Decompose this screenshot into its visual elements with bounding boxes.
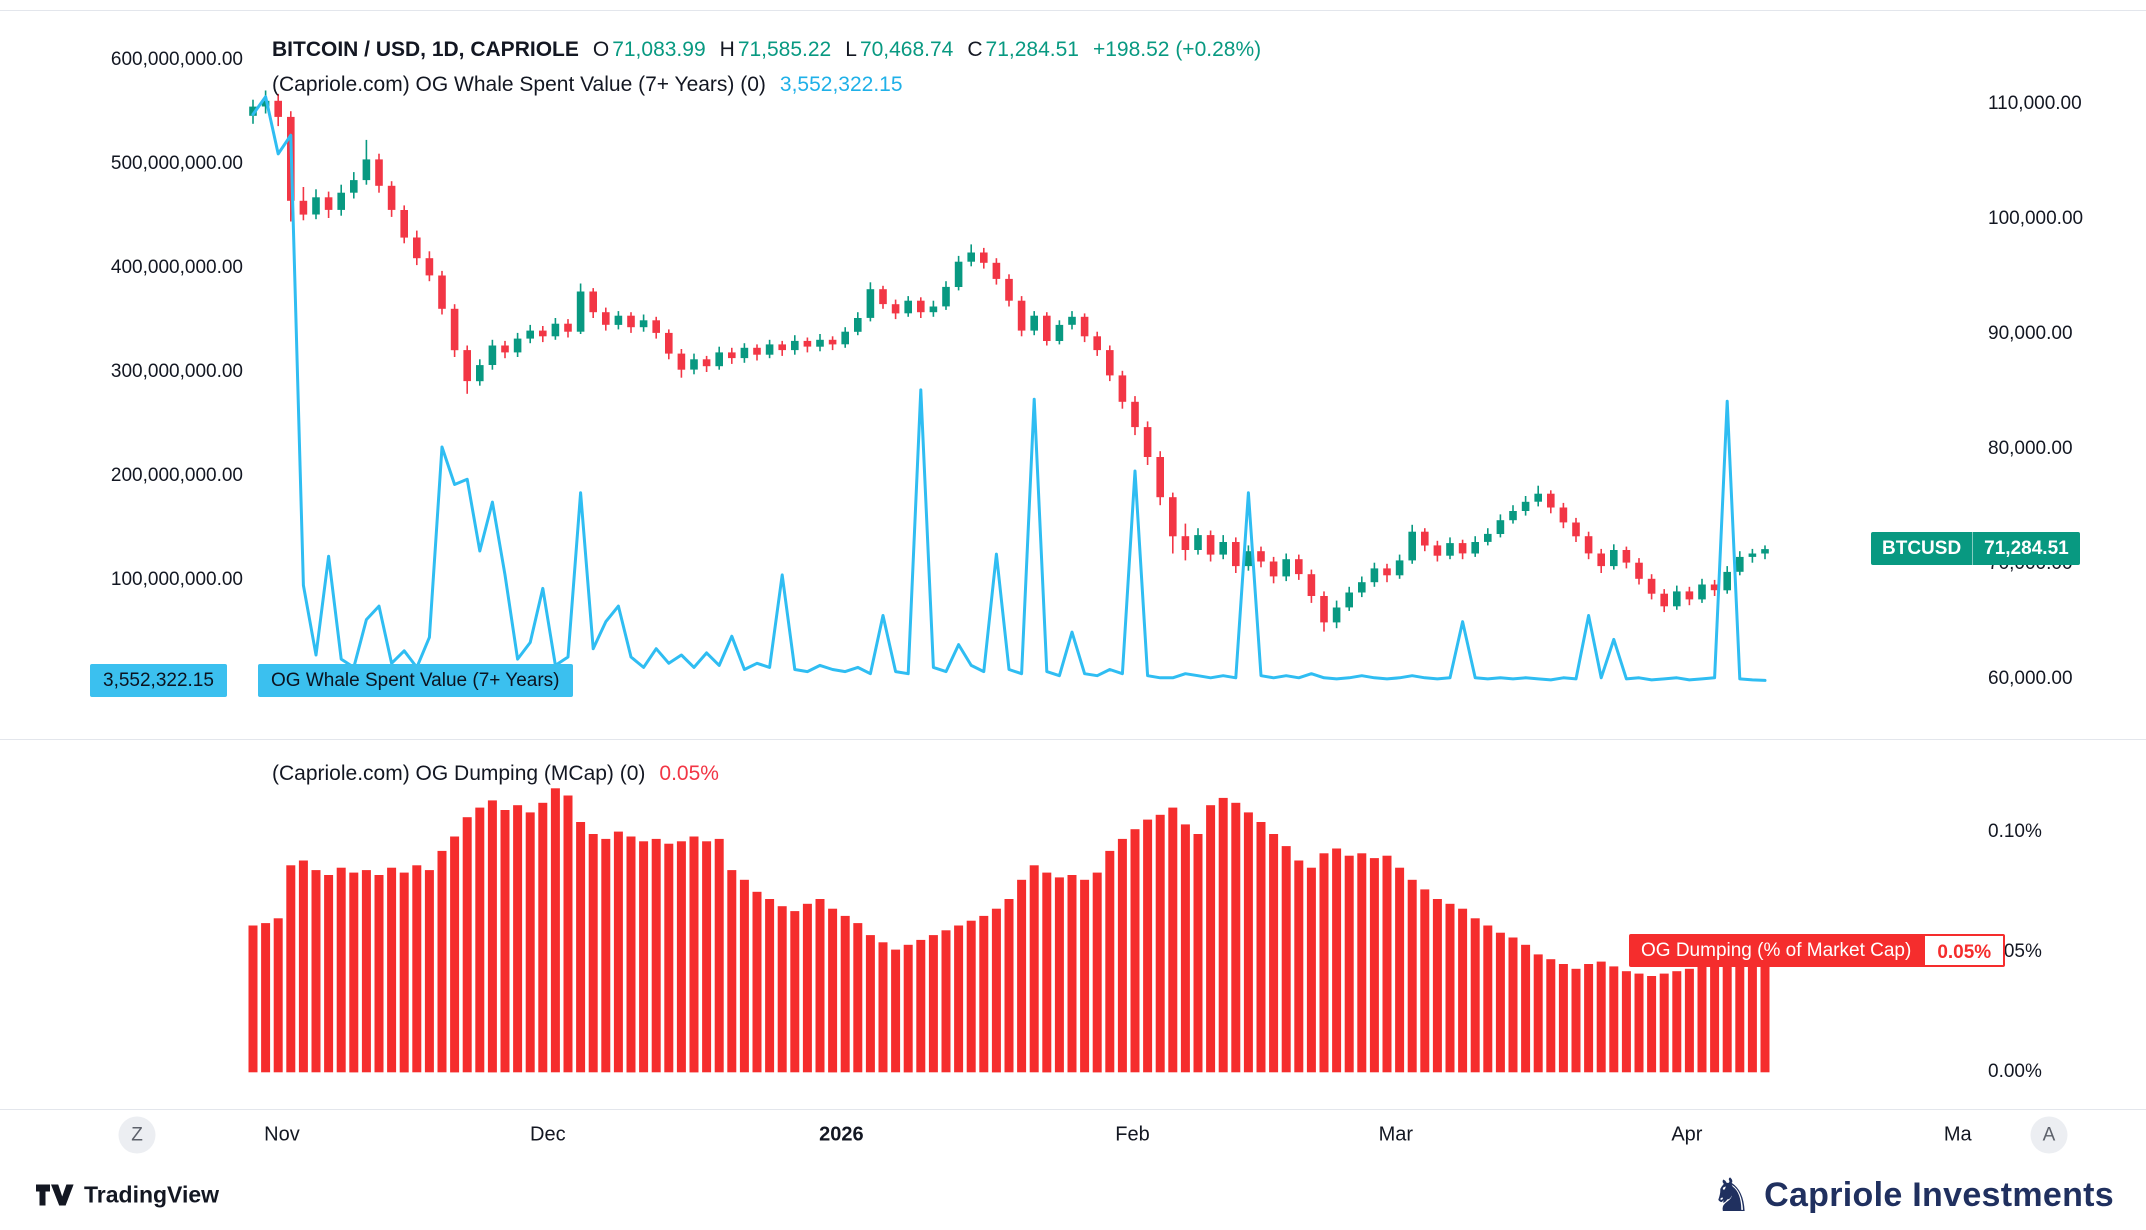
ohlc-high: H 71,585.22: [719, 38, 832, 61]
capriole-brand[interactable]: ♞ Capriole Investments: [1711, 1172, 2114, 1218]
left-axis-label: 100,000,000.00: [110, 569, 243, 591]
tradingview-brand[interactable]: TradingView: [36, 1182, 219, 1209]
time-axis-label: Ma: [1943, 1123, 1972, 1146]
whale-indicator-value: 3,552,322.15: [779, 73, 903, 96]
percent-axis-label: 0.10%: [1988, 820, 2042, 842]
dumping-indicator-legend: (Capriole.com) OG Dumping (MCap) (0) 0.0…: [272, 762, 719, 786]
price-axis-label: 60,000.00: [1988, 667, 2073, 689]
left-axis-label: 600,000,000.00: [110, 49, 243, 71]
tradingview-wordmark: TradingView: [84, 1181, 220, 1208]
time-axis-label: Mar: [1378, 1123, 1414, 1146]
time-axis-separator: [0, 1109, 2146, 1110]
timezone-button[interactable]: Z: [118, 1116, 156, 1154]
time-axis-label: Apr: [1671, 1123, 1703, 1146]
price-axis-label: 90,000.00: [1988, 323, 2073, 345]
btcusd-symbol-label: BTCUSD: [1882, 538, 1962, 559]
tradingview-logo-icon: [36, 1184, 74, 1206]
daily-change: +198.52 (+0.28%): [1092, 38, 1262, 61]
auto-scale-button[interactable]: A: [2030, 1116, 2068, 1154]
price-axis-label: 110,000.00: [1988, 93, 2082, 115]
dumping-indicator-title[interactable]: (Capriole.com) OG Dumping (MCap) (0): [272, 762, 646, 785]
ohlc-open: O 71,083.99: [592, 38, 706, 61]
pane-separator[interactable]: [0, 739, 2146, 740]
left-axis-label: 200,000,000.00: [110, 465, 243, 487]
candlestick-series: [249, 90, 1769, 632]
left-axis-label: 300,000,000.00: [110, 361, 243, 383]
left-price-scale[interactable]: 600,000,000.00 500,000,000.00 400,000,000.…: [0, 25, 250, 735]
price-axis-label: 80,000.00: [1988, 437, 2073, 459]
time-scale[interactable]: Z A Nov Dec 2026 Feb Mar Apr Ma: [0, 1109, 2146, 1161]
btcusd-price-badge: BTCUSD 71,284.51: [1871, 532, 2080, 565]
ohlc-low: L 70,468.74: [845, 38, 954, 61]
right-price-scale[interactable]: 110,000.00100,000.0090,000.0080,000.0070…: [1980, 25, 2146, 1109]
time-axis-label: Feb: [1115, 1123, 1150, 1146]
capriole-wordmark: Capriole Investments: [1764, 1175, 2114, 1214]
dumping-badge-title: OG Dumping (% of Market Cap): [1629, 934, 1924, 967]
left-axis-label: 500,000,000.00: [110, 153, 243, 175]
ohlc-close: C 71,284.51: [967, 38, 1079, 61]
whale-indicator-title[interactable]: (Capriole.com) OG Whale Spent Value (7+ …: [272, 73, 766, 96]
whale-indicator-legend: (Capriole.com) OG Whale Spent Value (7+ …: [272, 73, 903, 97]
dumping-badge: OG Dumping (% of Market Cap) 0.05%: [1629, 934, 2006, 967]
time-axis-label: Dec: [530, 1123, 566, 1146]
price-axis-label: 100,000.00: [1988, 208, 2084, 230]
whale-line-series: [251, 95, 1767, 682]
whale-title-badge: OG Whale Spent Value (7+ Years): [258, 664, 573, 697]
dumping-indicator-value: 0.05%: [659, 762, 719, 785]
whale-value-badge: 3,552,322.15: [90, 664, 227, 697]
top-border-line: [0, 10, 2146, 11]
dumping-bar-series: [248, 788, 1770, 1073]
time-axis-label: 2026: [819, 1123, 864, 1146]
footer: TradingView ♞ Capriole Investments: [0, 1160, 2146, 1230]
main-series-legend: BITCOIN / USD, 1D, CAPRIOLE O 71,083.99 H…: [272, 38, 1261, 62]
percent-axis-label: 0.00%: [1988, 1061, 2042, 1083]
left-axis-label: 400,000,000.00: [110, 257, 243, 279]
dumping-badge-value: 0.05%: [1923, 934, 2006, 967]
capriole-horse-icon: ♞: [1710, 1168, 1753, 1222]
time-axis-label: Nov: [264, 1123, 300, 1146]
btcusd-price-value: 71,284.51: [1972, 532, 2080, 565]
symbol-title[interactable]: BITCOIN / USD, 1D, CAPRIOLE: [272, 38, 579, 61]
